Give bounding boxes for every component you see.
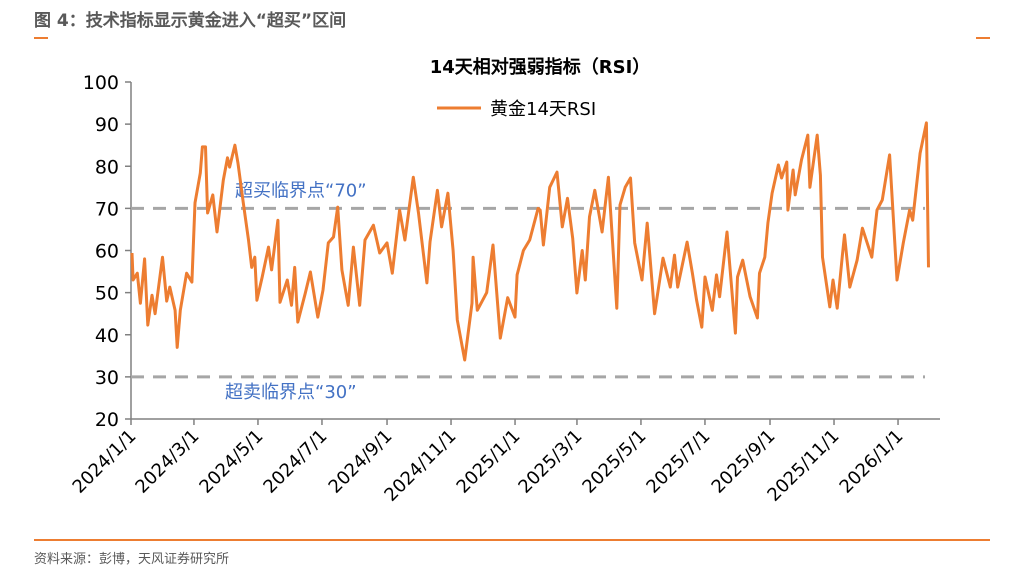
y-tick-label: 40 <box>95 325 119 347</box>
chart-title: 14天相对强弱指标（RSI） <box>430 56 651 78</box>
y-tick-label: 90 <box>95 114 119 136</box>
y-tick-label: 30 <box>95 367 119 389</box>
header-accent-left <box>34 37 48 39</box>
x-tick-label: 2024/1/1 <box>69 426 141 498</box>
x-tick-label: 2025/7/1 <box>642 426 714 498</box>
figure-title: 图 4：技术指标显示黄金进入“超买”区间 <box>34 11 347 31</box>
y-tick-label: 60 <box>95 241 119 263</box>
threshold-label-30: 超卖临界点“30” <box>225 382 357 403</box>
x-tick-label: 2024/7/1 <box>259 426 331 498</box>
x-tick-label: 2025/1/1 <box>453 426 525 498</box>
y-tick-label: 50 <box>95 283 119 305</box>
x-tick-label: 2025/5/1 <box>578 426 650 498</box>
source-note: 资料来源：彭博，天风证券研究所 <box>34 552 230 567</box>
y-tick-label: 80 <box>95 156 119 178</box>
threshold-label-70: 超买临界点“70” <box>235 180 367 201</box>
x-tick-label: 2024/5/1 <box>195 426 267 498</box>
x-tick-label: 2026/1/1 <box>836 426 908 498</box>
series-line-gold-rsi <box>130 121 930 362</box>
y-tick-label: 20 <box>95 409 119 431</box>
x-tick-label: 2025/3/1 <box>514 426 586 498</box>
header-accent-right <box>976 37 990 39</box>
y-tick-label: 100 <box>83 72 119 94</box>
footer-rule <box>34 539 990 541</box>
x-tick-label: 2024/3/1 <box>131 426 203 498</box>
y-tick-label: 70 <box>95 198 119 220</box>
legend-label: 黄金14天RSI <box>490 99 596 120</box>
